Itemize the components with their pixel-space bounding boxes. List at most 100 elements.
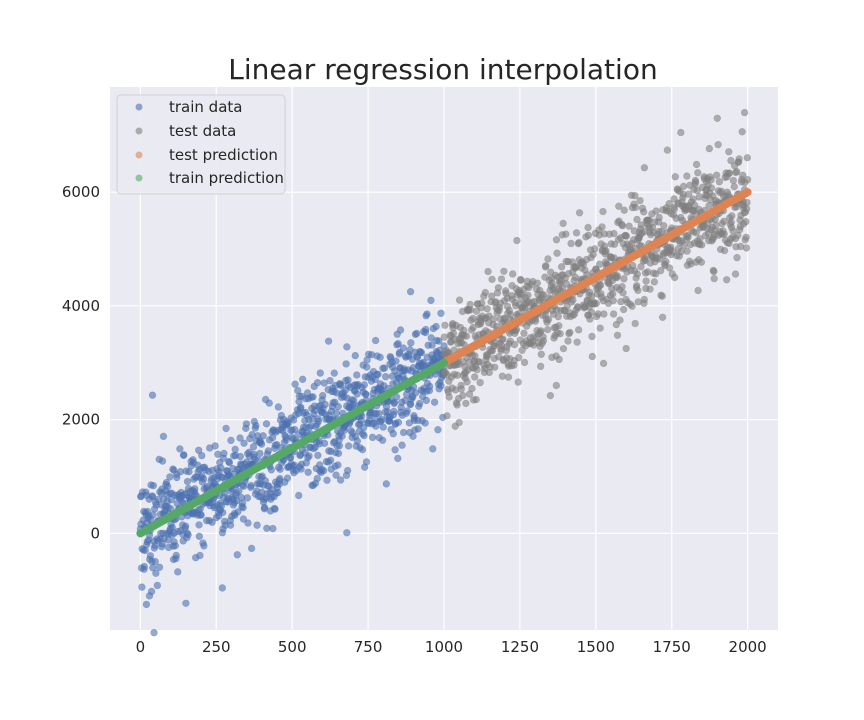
train-data-point <box>276 465 284 473</box>
test-data-point <box>510 340 519 349</box>
test-data-point <box>692 229 700 237</box>
test-data-point <box>475 358 483 366</box>
train-data-point <box>334 461 342 469</box>
test-data-point <box>742 233 750 241</box>
test-data-point <box>455 418 463 427</box>
train-data-point <box>422 325 430 334</box>
test-data-point <box>537 350 545 359</box>
train-data-point <box>314 451 322 460</box>
test-data-point <box>587 308 596 316</box>
test-data-point <box>731 270 740 278</box>
train-data-point <box>197 511 205 519</box>
test-data-point <box>462 332 471 340</box>
train-data-point <box>336 476 345 484</box>
train-data-point <box>185 468 193 476</box>
train-data-point <box>148 492 157 501</box>
test-data-point <box>471 352 479 360</box>
x-tick-label: 1000 <box>425 638 463 656</box>
test-data-point <box>514 378 522 386</box>
train-data-point <box>324 337 333 345</box>
train-data-point <box>426 382 434 391</box>
test-data-point <box>658 313 667 321</box>
train-data-point <box>337 381 345 390</box>
test-data-point <box>660 221 668 230</box>
test-data-point <box>469 323 477 332</box>
train-data-point <box>326 456 335 464</box>
test-data-point <box>574 326 583 334</box>
train-data-point <box>196 551 204 560</box>
train-data-point <box>235 487 243 495</box>
test-data-point <box>552 236 561 244</box>
train-data-point <box>180 451 188 459</box>
test-data-point <box>596 324 604 332</box>
train-data-point <box>184 530 192 539</box>
train-data-point <box>253 521 261 529</box>
test-data-point <box>697 258 706 266</box>
test-data-point <box>646 285 654 293</box>
test-data-point <box>684 233 692 241</box>
test-data-point <box>600 310 608 318</box>
test-data-point <box>524 291 532 299</box>
train-data-point <box>220 449 228 458</box>
train-data-point <box>243 494 252 502</box>
test-data-point <box>494 284 503 292</box>
test-data-point <box>618 282 626 291</box>
test-data-point <box>609 296 617 305</box>
y-tick-labels: 0 2000 4000 6000 <box>62 183 100 542</box>
test-data-point <box>618 222 627 230</box>
test-data-point <box>677 128 685 137</box>
test-data-point <box>657 266 665 275</box>
train-data-point <box>295 491 303 500</box>
train-data-point <box>323 476 331 484</box>
test-data-point <box>631 319 639 328</box>
test-data-point <box>544 315 553 324</box>
test-data-point <box>453 371 462 379</box>
test-data-point <box>733 253 741 262</box>
test-data-point <box>679 182 688 191</box>
test-data-point <box>459 391 467 400</box>
test-data-point <box>615 202 623 210</box>
train-data-point <box>432 322 440 331</box>
test-data-point <box>504 373 513 381</box>
train-data-point <box>374 370 382 378</box>
test-data-point <box>552 381 561 390</box>
train-data-point <box>242 420 251 428</box>
test-data-point <box>555 322 563 330</box>
train-data-point <box>338 432 346 440</box>
train-data-point <box>396 326 405 334</box>
train-data-point <box>247 544 256 553</box>
legend-label-test-prediction: test prediction <box>169 146 278 164</box>
test-data-point <box>665 264 674 272</box>
train-data-point <box>429 445 437 453</box>
train-data-point <box>335 442 344 450</box>
test-data-point <box>712 171 721 179</box>
test-data-point <box>720 230 728 238</box>
train-data-point <box>368 433 377 442</box>
train-data-point <box>391 446 399 454</box>
test-prediction-line <box>440 188 752 367</box>
train-data-point <box>319 466 328 475</box>
test-data-point <box>463 378 471 386</box>
test-data-point <box>670 273 679 282</box>
test-data-point <box>631 192 639 200</box>
train-data-point <box>166 473 174 481</box>
test-data-point <box>470 373 479 381</box>
y-tick-label: 4000 <box>62 297 100 315</box>
x-tick-label: 1500 <box>577 638 615 656</box>
train-data-point <box>363 363 371 371</box>
train-data-point <box>353 390 361 398</box>
train-data-point <box>227 436 235 445</box>
train-data-point <box>264 447 273 455</box>
test-data-point <box>613 331 622 339</box>
test-data-point <box>613 272 621 280</box>
test-data-point <box>555 355 563 364</box>
test-data-point <box>631 203 640 212</box>
test-data-point <box>508 270 517 278</box>
train-data-point <box>148 391 157 399</box>
test-data-point <box>488 275 496 284</box>
test-data-point <box>489 315 498 323</box>
test-data-point <box>710 267 718 276</box>
test-data-point <box>533 279 542 287</box>
test-data-point <box>639 208 648 216</box>
